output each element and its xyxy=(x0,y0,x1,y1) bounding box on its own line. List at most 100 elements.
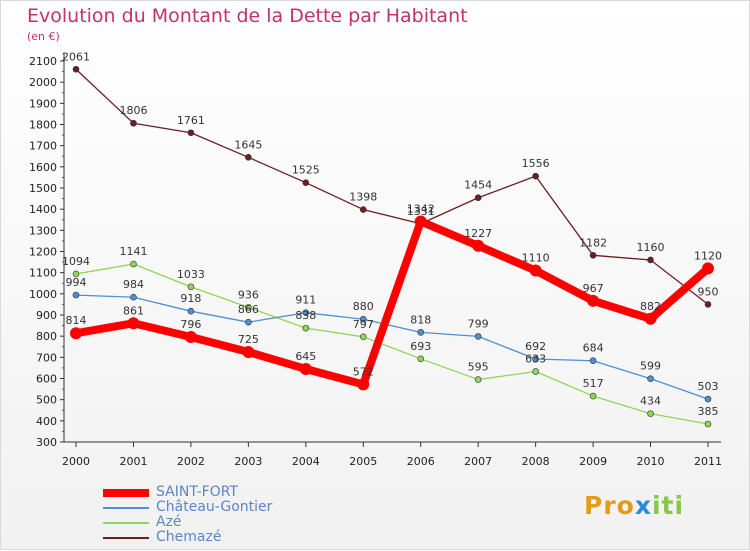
data-label: 1094 xyxy=(62,255,90,268)
logo-part-2: x xyxy=(634,491,652,520)
data-point xyxy=(644,312,657,325)
y-tick-label: 700 xyxy=(36,351,57,364)
data-point xyxy=(417,329,425,336)
data-label: 599 xyxy=(640,360,661,373)
data-point xyxy=(72,65,80,73)
data-label: 796 xyxy=(180,318,201,331)
data-label: 1182 xyxy=(579,236,607,249)
data-label: 1761 xyxy=(177,114,205,127)
chart-subtitle: (en €) xyxy=(27,30,60,43)
data-point xyxy=(647,410,654,417)
chart-title: Evolution du Montant de la Dette par Hab… xyxy=(27,5,468,27)
y-tick-label: 1900 xyxy=(29,97,57,110)
data-point xyxy=(127,317,140,330)
data-point xyxy=(587,294,600,307)
y-tick-label: 300 xyxy=(36,436,57,449)
data-point xyxy=(359,206,367,213)
y-tick-label: 900 xyxy=(36,309,57,322)
data-label: 645 xyxy=(295,350,316,363)
y-tick-label: 1100 xyxy=(29,267,57,280)
y-tick-label: 1500 xyxy=(29,182,57,195)
data-point xyxy=(130,293,137,301)
data-label: 1525 xyxy=(292,164,320,177)
data-label: 799 xyxy=(468,317,489,330)
data-point xyxy=(245,304,252,311)
legend-swatch xyxy=(103,489,149,497)
data-label: 693 xyxy=(410,340,431,353)
data-label: 838 xyxy=(295,309,316,322)
data-label: 1806 xyxy=(119,104,147,117)
data-point xyxy=(532,368,539,375)
data-point xyxy=(187,129,195,137)
legend-label: Azé xyxy=(156,514,182,530)
data-point xyxy=(417,355,425,363)
logo-part-3: iti xyxy=(651,491,685,520)
y-tick-label: 2000 xyxy=(29,76,57,89)
data-label: 2061 xyxy=(62,50,90,63)
series-line-ch-teau-gontier xyxy=(75,294,709,400)
x-tick-label: 2010 xyxy=(637,455,665,468)
data-point xyxy=(184,331,197,344)
data-point xyxy=(529,264,542,277)
data-point xyxy=(242,346,255,359)
data-label: 1331 xyxy=(407,205,435,218)
data-point xyxy=(187,283,195,291)
data-label: 880 xyxy=(353,300,374,313)
data-point xyxy=(704,395,712,403)
data-label: 994 xyxy=(66,276,87,289)
data-label: 1141 xyxy=(119,245,147,258)
data-label: 1227 xyxy=(464,227,492,240)
data-label: 572 xyxy=(353,365,374,378)
data-point xyxy=(70,327,82,340)
legend-swatch xyxy=(103,507,149,509)
legend-swatch xyxy=(103,537,149,539)
y-tick-label: 1200 xyxy=(29,246,57,259)
data-point xyxy=(589,357,597,365)
data-point xyxy=(245,154,252,161)
data-point xyxy=(472,239,485,252)
data-point xyxy=(299,362,312,375)
y-tick-label: 1800 xyxy=(29,119,57,132)
y-tick-label: 500 xyxy=(36,394,57,407)
data-point xyxy=(474,333,482,340)
data-label: 503 xyxy=(698,380,719,393)
data-label: 797 xyxy=(353,318,374,331)
x-tick-label: 2002 xyxy=(177,455,205,468)
data-point xyxy=(359,315,367,323)
y-tick-label: 800 xyxy=(36,330,57,343)
data-label: 918 xyxy=(180,292,201,305)
data-point xyxy=(130,260,137,268)
data-point xyxy=(302,324,310,332)
legend-swatch xyxy=(103,522,149,524)
data-point xyxy=(72,270,80,278)
data-point xyxy=(532,355,539,363)
data-point xyxy=(414,215,427,228)
data-label: 950 xyxy=(698,285,719,298)
y-tick-label: 1000 xyxy=(29,288,57,301)
data-label: 882 xyxy=(640,300,661,313)
data-label: 725 xyxy=(238,333,259,346)
data-point xyxy=(647,256,654,264)
data-label: 684 xyxy=(583,342,604,355)
data-point xyxy=(589,392,597,400)
data-label: 967 xyxy=(583,282,604,295)
data-point xyxy=(302,309,310,316)
x-tick-label: 2007 xyxy=(464,455,492,468)
data-point xyxy=(302,179,310,187)
data-point xyxy=(704,301,712,308)
data-label: 861 xyxy=(123,304,144,317)
x-tick-label: 2000 xyxy=(62,455,90,468)
data-point xyxy=(474,194,482,202)
x-tick-label: 2008 xyxy=(522,455,550,468)
data-label: 1454 xyxy=(464,179,492,192)
data-point xyxy=(245,318,252,326)
data-point xyxy=(704,420,712,428)
y-tick-label: 1400 xyxy=(29,203,57,216)
data-label: 1033 xyxy=(177,268,205,281)
series-line-saint-fort xyxy=(72,217,712,389)
data-label: 633 xyxy=(525,353,546,366)
data-point xyxy=(357,378,370,391)
data-label: 517 xyxy=(583,377,604,390)
legend-label: SAINT-FORT xyxy=(156,484,238,500)
data-point xyxy=(187,307,195,315)
